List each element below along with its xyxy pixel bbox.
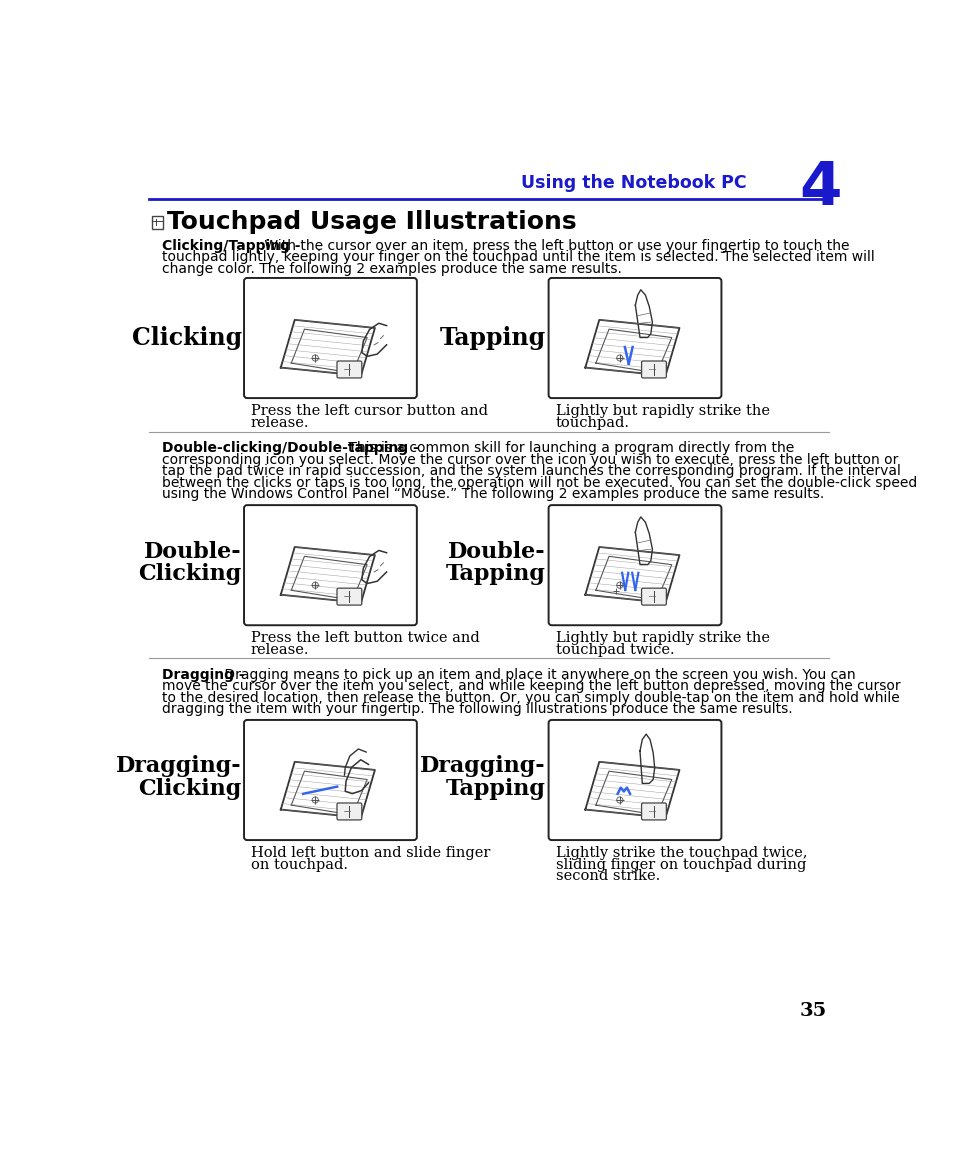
Text: Tapping: Tapping — [445, 778, 545, 800]
Text: Clicking: Clicking — [132, 326, 241, 350]
Text: This is a common skill for launching a program directly from the: This is a common skill for launching a p… — [344, 441, 794, 455]
FancyBboxPatch shape — [548, 720, 720, 840]
Text: Dragging-: Dragging- — [419, 755, 545, 777]
Text: Double-: Double- — [144, 541, 241, 562]
Text: tap the pad twice in rapid succession, and the system launches the corresponding: tap the pad twice in rapid succession, a… — [162, 464, 900, 478]
Text: touchpad.: touchpad. — [555, 416, 629, 430]
FancyBboxPatch shape — [640, 803, 665, 820]
Text: Clicking: Clicking — [138, 564, 241, 586]
Text: Press the left button twice and: Press the left button twice and — [251, 632, 479, 646]
Text: sliding finger on touchpad during: sliding finger on touchpad during — [555, 858, 805, 872]
Text: Tapping: Tapping — [439, 326, 545, 350]
Text: Clicking: Clicking — [138, 778, 241, 800]
Text: using the Windows Control Panel “Mouse.” The following 2 examples produce the sa: using the Windows Control Panel “Mouse.”… — [162, 487, 823, 501]
Bar — [152, 216, 163, 229]
FancyBboxPatch shape — [548, 505, 720, 625]
Text: Lightly strike the touchpad twice,: Lightly strike the touchpad twice, — [555, 847, 806, 860]
Text: Tapping: Tapping — [445, 564, 545, 586]
Text: Double-: Double- — [447, 541, 545, 562]
FancyBboxPatch shape — [640, 588, 665, 605]
Text: Dragging means to pick up an item and place it anywhere on the screen you wish. : Dragging means to pick up an item and pl… — [220, 668, 855, 681]
Text: between the clicks or taps is too long, the operation will not be executed. You : between the clicks or taps is too long, … — [162, 476, 916, 490]
FancyBboxPatch shape — [640, 362, 665, 378]
Text: touchpad lightly, keeping your finger on the touchpad until the item is selected: touchpad lightly, keeping your finger on… — [162, 251, 874, 264]
Text: Lightly but rapidly strike the: Lightly but rapidly strike the — [555, 404, 769, 418]
Text: move the cursor over the item you select, and while keeping the left button depr: move the cursor over the item you select… — [162, 679, 900, 693]
Text: Dragging -: Dragging - — [162, 668, 244, 681]
Text: With the cursor over an item, press the left button or use your fingertip to tou: With the cursor over an item, press the … — [260, 239, 849, 253]
FancyBboxPatch shape — [244, 720, 416, 840]
Text: Double-clicking/Double-tapping -: Double-clicking/Double-tapping - — [162, 441, 418, 455]
Text: corresponding icon you select. Move the cursor over the icon you wish to execute: corresponding icon you select. Move the … — [162, 453, 898, 467]
Text: release.: release. — [251, 416, 309, 430]
Text: Using the Notebook PC: Using the Notebook PC — [521, 174, 746, 192]
Text: second strike.: second strike. — [555, 870, 659, 884]
FancyBboxPatch shape — [548, 278, 720, 398]
Text: Dragging-: Dragging- — [116, 755, 241, 777]
FancyBboxPatch shape — [336, 588, 361, 605]
Text: change color. The following 2 examples produce the same results.: change color. The following 2 examples p… — [162, 262, 621, 276]
Text: Clicking/Tapping -: Clicking/Tapping - — [162, 239, 300, 253]
FancyBboxPatch shape — [336, 362, 361, 378]
Text: Lightly but rapidly strike the: Lightly but rapidly strike the — [555, 632, 769, 646]
Text: Hold left button and slide finger: Hold left button and slide finger — [251, 847, 490, 860]
Text: on touchpad.: on touchpad. — [251, 858, 348, 872]
FancyBboxPatch shape — [244, 505, 416, 625]
FancyBboxPatch shape — [336, 803, 361, 820]
Text: release.: release. — [251, 643, 309, 657]
Text: dragging the item with your fingertip. The following illustrations produce the s: dragging the item with your fingertip. T… — [162, 702, 792, 716]
Text: 4: 4 — [799, 159, 841, 218]
Text: to the desired location, then release the button. Or, you can simply double-tap : to the desired location, then release th… — [162, 691, 899, 705]
FancyBboxPatch shape — [244, 278, 416, 398]
Text: touchpad twice.: touchpad twice. — [555, 643, 674, 657]
Text: Touchpad Usage Illustrations: Touchpad Usage Illustrations — [167, 210, 577, 233]
Text: 35: 35 — [799, 1003, 825, 1020]
Text: Press the left cursor button and: Press the left cursor button and — [251, 404, 488, 418]
